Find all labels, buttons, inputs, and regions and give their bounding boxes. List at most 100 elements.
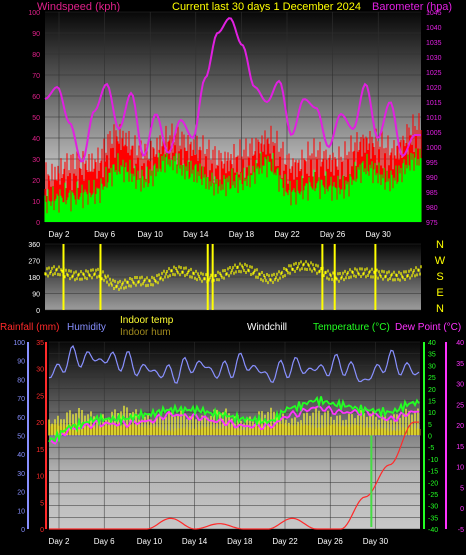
humidity-y-tick-label: 40 — [17, 452, 25, 459]
temperature-x-tick-label: Day 2 — [49, 537, 70, 546]
temperature-y-tick-label: 40 — [428, 340, 436, 347]
temperature-panel-series — [48, 344, 421, 530]
wind-y-tick-label: 80 — [32, 52, 40, 59]
temperature-y-tick-label: 5 — [428, 422, 432, 429]
indoor-temp-legend: Indoor temp — [120, 315, 174, 326]
rainfall-y-tick-label: 10 — [36, 474, 44, 481]
humidity-y-tick-label: 90 — [17, 359, 25, 366]
temperature-y-tick-label: -5 — [428, 445, 434, 452]
dewpoint-y-tick-label: 15 — [456, 444, 464, 451]
average-wind-series — [44, 148, 422, 222]
dewpoint-y-tick-label: 5 — [460, 485, 464, 492]
dewpoint-y-tick-label: 35 — [456, 361, 464, 368]
temperature-y-tick-label: -40 — [428, 527, 438, 534]
wind-x-tick-label: Day 6 — [94, 230, 115, 239]
rainfall-legend: Rainfall (mm) — [0, 322, 59, 333]
temperature-x-tick-label: Day 30 — [363, 537, 389, 546]
windspeed-axis-label: Windspeed (kph) — [37, 1, 120, 13]
barometer-y-tick-label: 1045 — [426, 10, 442, 17]
barometer-y-tick-label: 1010 — [426, 115, 442, 122]
humidity-y-tick-label: 70 — [17, 396, 25, 403]
direction-panel-grid — [45, 243, 421, 311]
temperature-y-tick-label: -10 — [428, 457, 438, 464]
wind-y-tick-label: 50 — [32, 115, 40, 122]
barometer-y-tick-label: 1035 — [426, 40, 442, 47]
compass-label: S — [436, 271, 443, 283]
wind-panel-y-ticks: 0 10 20 30 40 50 60 70 80 90 100 — [28, 10, 40, 227]
rainfall-y-tick-label: 20 — [36, 420, 44, 427]
humidity-y-tick-label: 20 — [17, 490, 25, 497]
wind-x-tick-label: Day 18 — [229, 230, 255, 239]
temperature-y-tick-label: -35 — [428, 515, 438, 522]
wind-y-tick-label: 20 — [32, 178, 40, 185]
wind-y-tick-label: 0 — [36, 220, 40, 227]
barometer-y-tick-label: 1020 — [426, 85, 442, 92]
humidity-series — [48, 344, 420, 384]
temperature-y-tick-label: -15 — [428, 469, 438, 476]
temperature-x-tick-label: Day 6 — [94, 537, 115, 546]
rainfall-y-tick-label: 15 — [36, 447, 44, 454]
temperature-x-tick-label: Day 22 — [272, 537, 298, 546]
barometer-y-tick-label: 985 — [426, 190, 438, 197]
windchill-legend: Windchill — [247, 322, 287, 333]
temperature-legend: Temperature (°C) — [313, 322, 390, 333]
rainfall-y-tick-label: 35 — [36, 340, 44, 347]
direction-y-tick-label: 360 — [28, 242, 40, 249]
temperature-x-tick-label: Day 14 — [182, 537, 208, 546]
humidity-y-tick-label: 60 — [17, 415, 25, 422]
direction-y-tick-label: 180 — [28, 275, 40, 282]
wind-y-tick-label: 60 — [32, 94, 40, 101]
dewpoint-legend: Dew Point (°C) — [395, 322, 461, 333]
wind-x-tick-label: Day 10 — [138, 230, 164, 239]
wind-x-tick-label: Day 26 — [320, 230, 346, 239]
direction-y-tick-label: 0 — [36, 308, 40, 315]
temperature-y-tick-label: 35 — [428, 352, 436, 359]
wind-y-tick-label: 10 — [32, 199, 40, 206]
indoor-hum-legend: Indoor hum — [120, 327, 171, 338]
temperature-y-tick-label: -20 — [428, 480, 438, 487]
compass-label: W — [435, 255, 446, 267]
temperature-x-tick-label: Day 26 — [318, 537, 344, 546]
temperature-y-tick-label: 30 — [428, 363, 436, 370]
temperature-panel-x-ticks: Day 2 Day 6 Day 10 Day 14 Day 18 Day 22 Day 26… — [49, 537, 389, 546]
wind-y-tick-label: 40 — [32, 136, 40, 143]
dewpoint-y-tick-label: 10 — [456, 465, 464, 472]
dewpoint-y-tick-label: 20 — [456, 423, 464, 430]
compass-label: E — [436, 287, 443, 299]
barometer-y-tick-label: 1005 — [426, 130, 442, 137]
temperature-x-tick-label: Day 10 — [137, 537, 163, 546]
temperature-panel-axes: 010203040506070809010005101520253035-40-… — [13, 340, 464, 534]
rainfall-y-tick-label: 0 — [40, 527, 44, 534]
barometer-y-tick-label: 980 — [426, 205, 438, 212]
barometer-y-tick-label: 995 — [426, 160, 438, 167]
barometer-y-tick-label: 1000 — [426, 145, 442, 152]
rainfall-y-tick-label: 25 — [36, 393, 44, 400]
wind-y-tick-label: 30 — [32, 157, 40, 164]
compass-label: N — [436, 303, 444, 315]
barometer-y-tick-label: 1015 — [426, 100, 442, 107]
dewpoint-y-tick-label: -5 — [458, 527, 464, 534]
rainfall-y-tick-label: 5 — [40, 500, 44, 507]
wind-x-tick-label: Day 2 — [49, 230, 70, 239]
humidity-legend: Humidity — [67, 322, 106, 333]
barometer-series — [44, 17, 421, 163]
temperature-series — [48, 395, 420, 443]
dewpoint-y-tick-label: 30 — [456, 382, 464, 389]
temperature-y-tick-label: 10 — [428, 410, 436, 417]
temperature-x-tick-label: Day 18 — [227, 537, 253, 546]
wind-x-tick-label: Day 22 — [274, 230, 300, 239]
barometer-y-tick-label: 1025 — [426, 70, 442, 77]
dewpoint-y-tick-label: 0 — [460, 506, 464, 513]
barometer-y-tick-label: 990 — [426, 175, 438, 182]
compass-label: N — [436, 239, 444, 251]
humidity-y-tick-label: 50 — [17, 434, 25, 441]
dewpoint-y-tick-label: 25 — [456, 402, 464, 409]
temperature-y-tick-label: 25 — [428, 375, 436, 382]
humidity-y-tick-label: 30 — [17, 471, 25, 478]
direction-panel-series — [44, 244, 422, 310]
temperature-y-tick-label: 0 — [428, 434, 432, 441]
barometer-axis-label: Barometer (hpa) — [372, 1, 452, 13]
barometer-y-tick-label: 1030 — [426, 55, 442, 62]
